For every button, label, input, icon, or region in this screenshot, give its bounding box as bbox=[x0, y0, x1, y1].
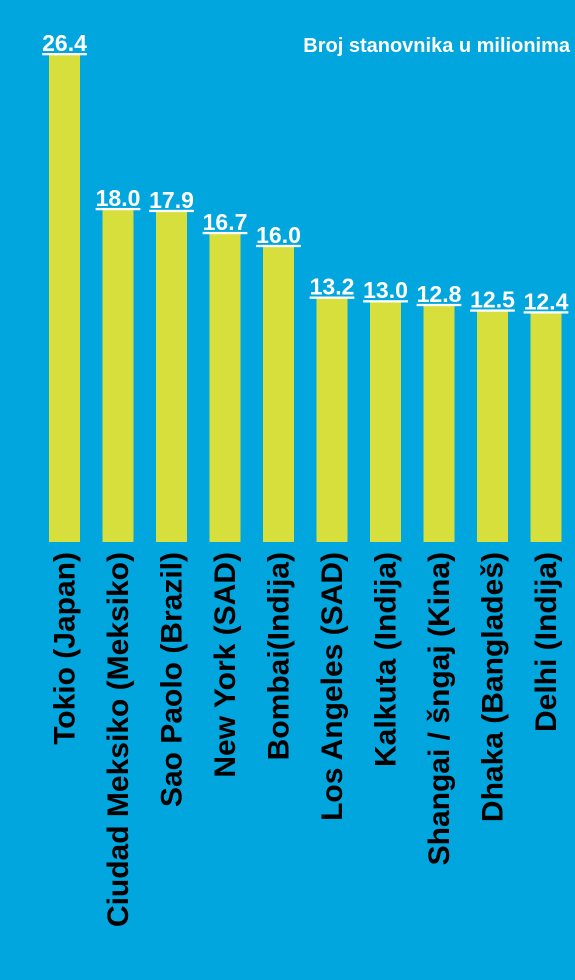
bar-value-label: 26.4 bbox=[42, 30, 87, 56]
category-label: Dhaka (Bangladeš) bbox=[477, 552, 510, 822]
category-label: Tokio (Japan) bbox=[49, 552, 82, 745]
category-label: Bombai(Indija) bbox=[263, 552, 296, 760]
bar-value-label: 12.5 bbox=[470, 286, 515, 312]
bar bbox=[49, 55, 80, 542]
bars-group bbox=[49, 55, 562, 543]
category-label: Shangai / šngaj (Kina) bbox=[423, 552, 456, 865]
bar-value-label: 16.7 bbox=[203, 209, 248, 235]
bar bbox=[423, 305, 455, 542]
category-label: Sao Paolo (Brazil) bbox=[156, 552, 189, 807]
bar-value-label: 18.0 bbox=[96, 185, 141, 211]
category-label: New York (SAD) bbox=[209, 552, 242, 778]
category-label: Kalkuta (Indija) bbox=[370, 552, 403, 767]
bar-value-label: 12.4 bbox=[524, 288, 569, 314]
bar bbox=[209, 233, 241, 542]
category-labels-group: Tokio (Japan) Ciudad Meksiko (Meksiko) Sao… bbox=[49, 552, 564, 927]
bar bbox=[156, 211, 187, 542]
bar bbox=[477, 311, 508, 542]
bar bbox=[370, 302, 401, 542]
bar bbox=[263, 246, 294, 542]
category-label: Los Angeles (SAD) bbox=[316, 552, 349, 821]
bar bbox=[530, 313, 562, 542]
bar bbox=[316, 298, 348, 542]
category-label: Ciudad Meksiko (Meksiko) bbox=[102, 552, 135, 927]
bar-value-label: 16.0 bbox=[256, 222, 301, 248]
category-label: Delhi (Indija) bbox=[530, 552, 563, 732]
bar bbox=[102, 209, 134, 543]
bar-value-label: 12.8 bbox=[417, 281, 462, 307]
chart-title: Broj stanovnika u milionima bbox=[303, 35, 571, 57]
bar-value-label: 17.9 bbox=[149, 187, 194, 213]
bar-value-label: 13.0 bbox=[363, 277, 408, 303]
bar-value-label: 13.2 bbox=[310, 274, 355, 300]
value-labels-group: 26.4 18.0 17.9 16.7 16.0 13.2 13.0 12.8 12.5 12.4 bbox=[42, 30, 568, 314]
